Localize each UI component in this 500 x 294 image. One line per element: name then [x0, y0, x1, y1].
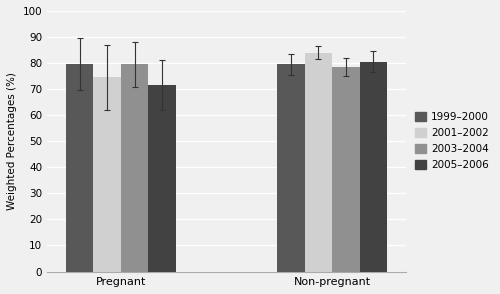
Bar [277, 64, 304, 271]
Bar [121, 64, 148, 271]
Bar [94, 77, 121, 271]
Bar [304, 53, 332, 271]
Bar [66, 64, 94, 271]
Legend: 1999–2000, 2001–2002, 2003–2004, 2005–2006: 1999–2000, 2001–2002, 2003–2004, 2005–20… [411, 108, 493, 174]
Y-axis label: Weighted Percentages (%): Weighted Percentages (%) [7, 72, 17, 210]
Bar [332, 67, 359, 271]
Bar [148, 85, 176, 271]
Bar [360, 62, 387, 271]
